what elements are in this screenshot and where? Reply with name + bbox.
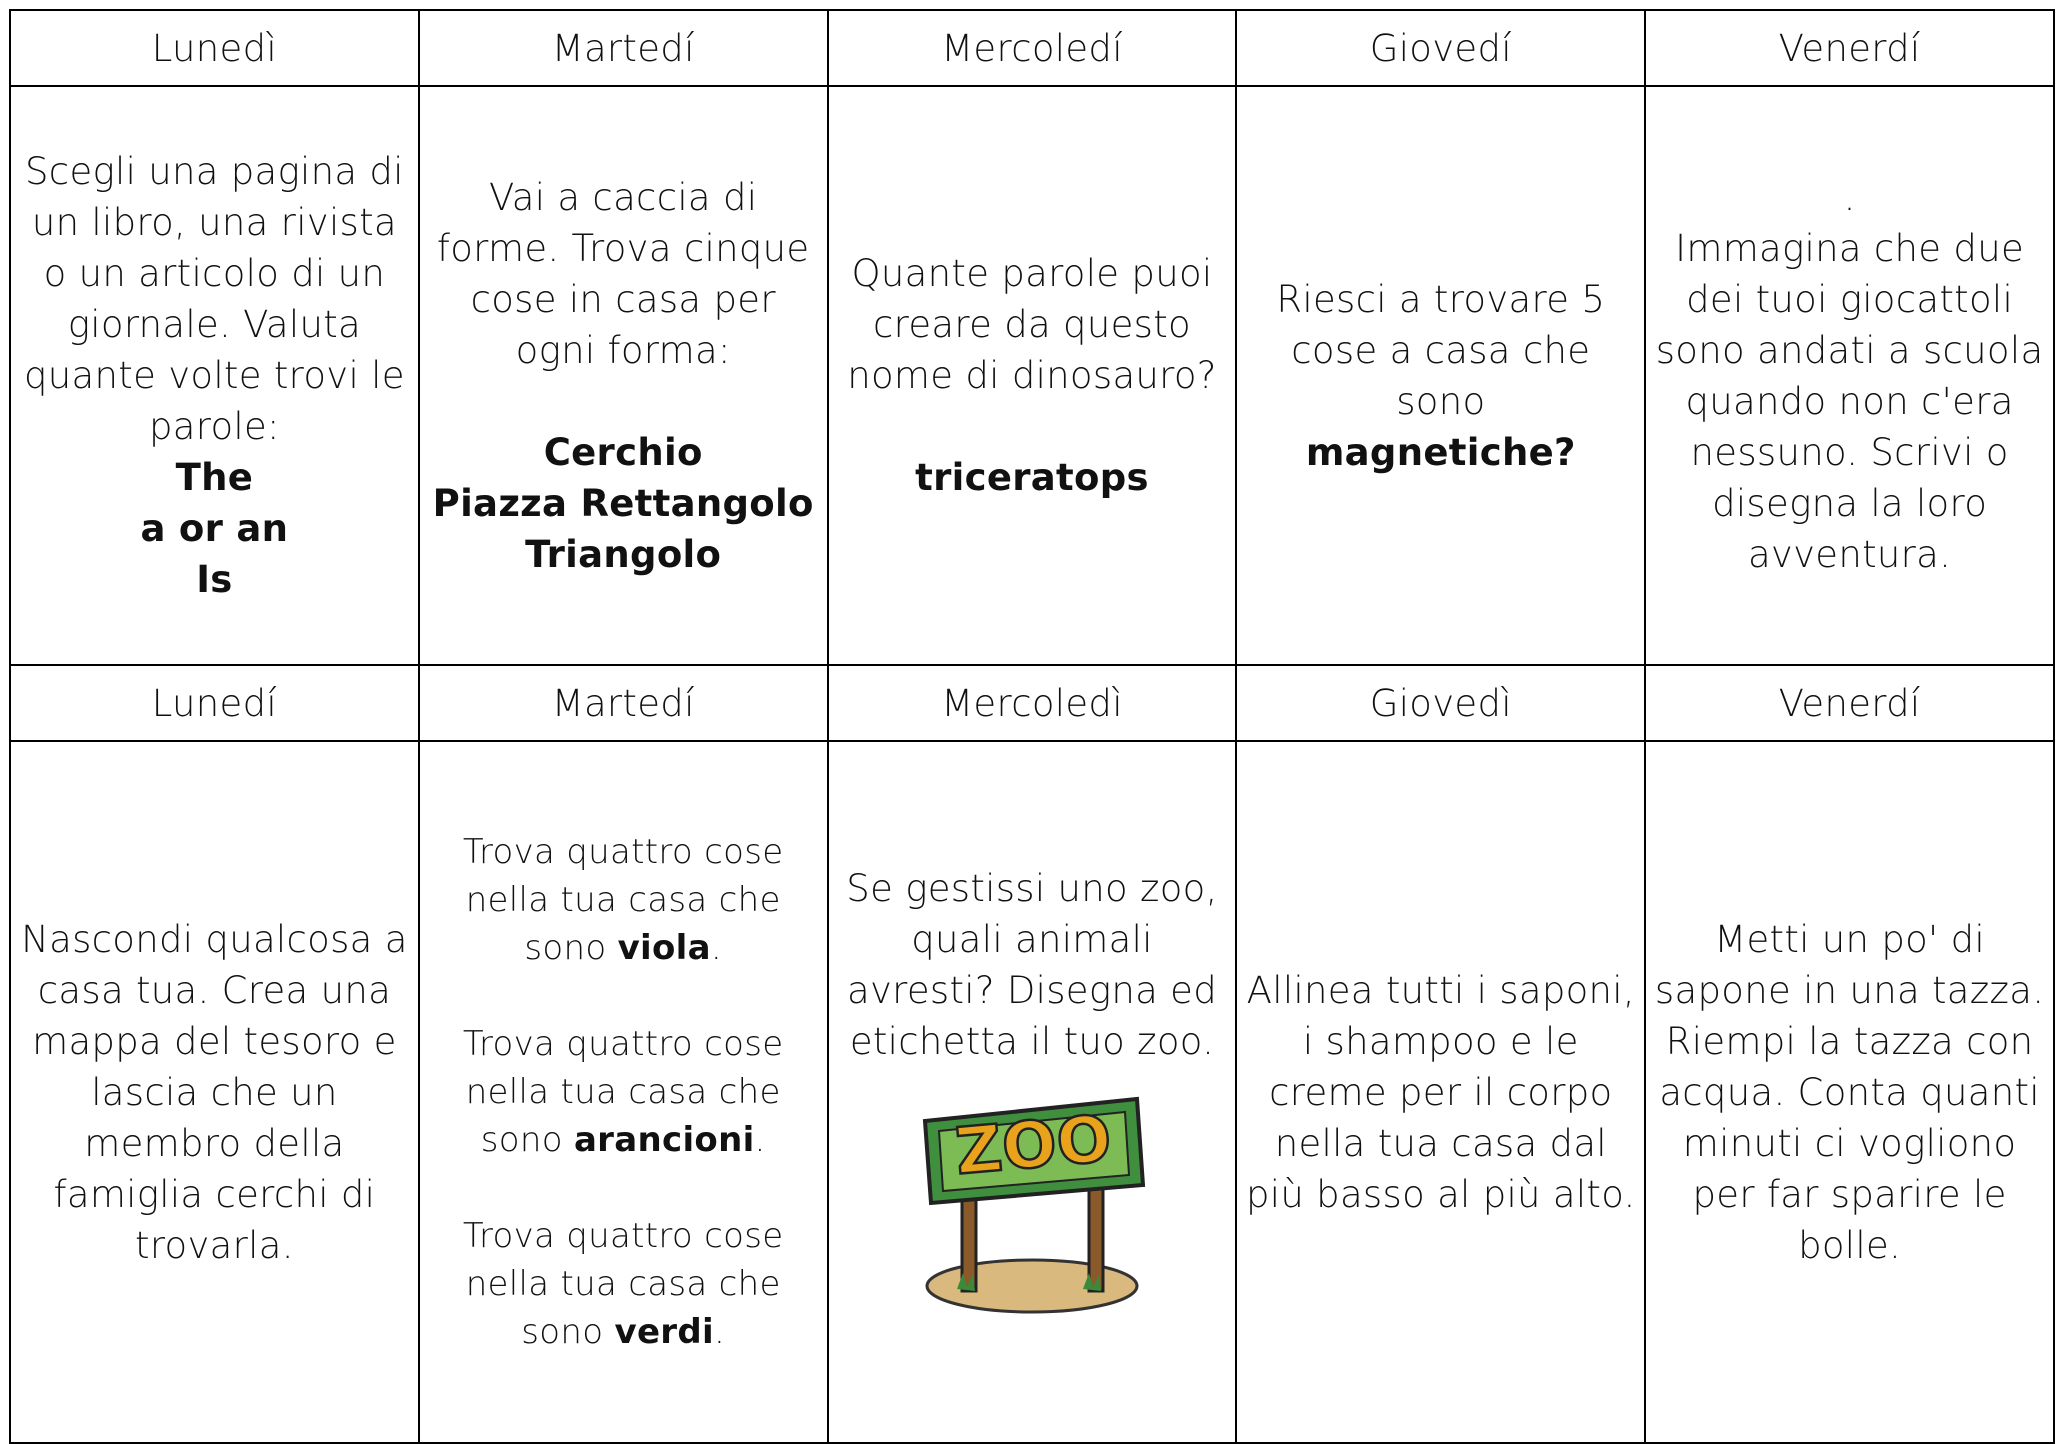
day-header: Venerdí — [1644, 9, 2055, 87]
activity-text: magnetiche? — [1245, 427, 1636, 478]
text-run: . — [754, 1120, 766, 1160]
zoo-sign-illustration: ZOO — [922, 1096, 1146, 1314]
day-header: Lunedì — [9, 9, 420, 87]
activity-table: Lunedì Martedí Mercoledí Giovedí Venerdí Sceg… — [9, 9, 2055, 1444]
activity-cell: Riesci a trovare 5 cose a casa che sono m… — [1235, 85, 1647, 666]
header-row: Lunedí Martedí Mercoledì Giovedì Venerdí — [9, 664, 2055, 742]
bold-run: verdi — [614, 1312, 714, 1352]
day-header: Venerdí — [1644, 664, 2055, 742]
grass — [1082, 1273, 1101, 1291]
activity-text: . — [1654, 172, 2045, 223]
text-run: Vai a caccia di forme. Trova cinque cose… — [436, 175, 810, 372]
activity-text: Nascondi qualcosa a casa tua. Crea una m… — [19, 914, 410, 1271]
activity-text: Is — [19, 554, 410, 605]
activity-text: Trova quattro cose nella tua casa che so… — [428, 828, 819, 972]
text-run: Metti un po' di sapone in una tazza. Rie… — [1654, 917, 2045, 1267]
activity-cell: Scegli una pagina di un libro, una rivis… — [9, 85, 420, 666]
day-header: Lunedí — [9, 664, 420, 742]
activity-text: Cerchio — [428, 427, 819, 478]
sign-text: ZOO — [953, 1102, 1115, 1189]
day-header: Martedí — [417, 664, 829, 742]
activity-text: Immagina che due dei tuoi giocattoli son… — [1654, 223, 2045, 580]
text-run: Trova quattro cose nella tua casa che so… — [462, 832, 784, 968]
bold-run: a or an — [140, 507, 289, 550]
grass — [956, 1273, 975, 1291]
activity-text: Trova quattro cose nella tua casa che so… — [428, 1020, 819, 1164]
day-header: Mercoledí — [826, 9, 1238, 87]
bold-run: arancioni — [573, 1120, 755, 1160]
activity-text: Quante parole puoi creare da questo nome… — [837, 248, 1228, 401]
activity-cell: Nascondi qualcosa a casa tua. Crea una m… — [9, 740, 420, 1444]
bold-run: Triangolo — [525, 532, 722, 576]
activity-text: a or an — [19, 503, 410, 554]
activity-text: Riesci a trovare 5 cose a casa che sono — [1245, 274, 1636, 427]
activity-text: Metti un po' di sapone in una tazza. Rie… — [1654, 914, 2045, 1271]
activity-cell: Se gestissi uno zoo, quali animali avres… — [826, 740, 1238, 1444]
activity-cell: Trova quattro cose nella tua casa che so… — [417, 740, 829, 1444]
activity-cell: Allinea tutti i saponi, i shampoo e le c… — [1235, 740, 1647, 1444]
header-row: Lunedì Martedí Mercoledí Giovedí Venerdí — [9, 9, 2055, 87]
day-header: Mercoledì — [826, 664, 1238, 742]
text-run: . — [710, 928, 722, 968]
day-header: Martedí — [417, 9, 829, 87]
activity-cell: Quante parole puoi creare da questo nome… — [826, 85, 1238, 666]
activity-cell: Vai a caccia di forme. Trova cinque cose… — [417, 85, 829, 666]
text-run: . — [713, 1312, 726, 1352]
bold-run: Is — [196, 558, 233, 601]
bold-run: magnetiche? — [1305, 430, 1576, 474]
bold-run: viola — [617, 928, 711, 968]
text-run: Trova quattro cose nella tua casa che so… — [462, 1024, 784, 1160]
activity-text: Triangolo — [428, 529, 819, 580]
bold-run: triceratops — [915, 456, 1149, 499]
activity-cell: Metti un po' di sapone in una tazza. Rie… — [1644, 740, 2055, 1444]
activity-text: Trova quattro cose nella tua casa che so… — [428, 1212, 819, 1356]
text-run: Quante parole puoi creare da questo nome… — [847, 252, 1217, 397]
activity-text: Piazza Rettangolo — [428, 478, 819, 529]
content-row: Nascondi qualcosa a casa tua. Crea una m… — [9, 740, 2055, 1444]
activity-text: Allinea tutti i saponi, i shampoo e le c… — [1245, 965, 1636, 1220]
activity-text: Vai a caccia di forme. Trova cinque cose… — [428, 172, 819, 376]
text-run: . — [1843, 175, 1856, 219]
text-run: Trova quattro cose nella tua casa che so… — [462, 1216, 784, 1352]
activity-text: Se gestissi uno zoo, quali animali avres… — [837, 863, 1228, 1067]
day-header: Giovedì — [1235, 664, 1647, 742]
text-run: Immagina che due dei tuoi giocattoli son… — [1655, 226, 2044, 576]
text-run: Allinea tutti i saponi, i shampoo e le c… — [1245, 968, 1636, 1216]
content-row: Scegli una pagina di un libro, una rivis… — [9, 85, 2055, 666]
sign-panel — [937, 1110, 1131, 1193]
activity-text: Scegli una pagina di un libro, una rivis… — [19, 146, 410, 452]
text-run: Nascondi qualcosa a casa tua. Crea una m… — [21, 917, 408, 1267]
bold-run: Piazza Rettangolo — [432, 481, 814, 525]
activity-text: triceratops — [837, 452, 1228, 503]
bold-run: The — [175, 456, 254, 499]
day-header: Giovedí — [1235, 9, 1647, 87]
table-body: Lunedì Martedí Mercoledí Giovedí Venerdí Sceg… — [9, 9, 2055, 1444]
bold-run: Cerchio — [543, 430, 703, 474]
activity-cell: . Immagina che due dei tuoi giocattoli so… — [1644, 85, 2055, 666]
text-run: Se gestissi uno zoo, quali animali avres… — [846, 867, 1218, 1063]
activity-text: The — [19, 452, 410, 503]
text-run: Scegli una pagina di un libro, una rivis… — [24, 150, 405, 448]
text-run: Riesci a trovare 5 cose a casa che sono — [1276, 277, 1606, 423]
ground — [925, 1258, 1139, 1314]
